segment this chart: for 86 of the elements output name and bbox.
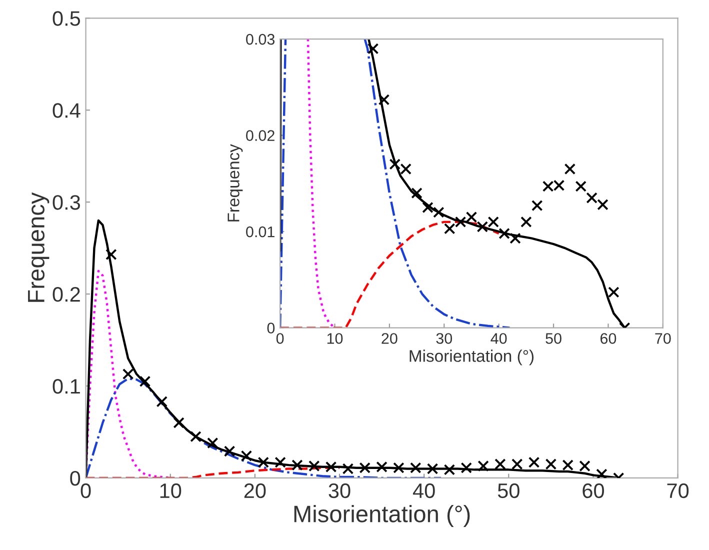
point bbox=[488, 216, 499, 228]
x-tick-label: 50 bbox=[498, 483, 520, 498]
y-tick-label: 0 bbox=[267, 322, 275, 334]
point bbox=[376, 461, 388, 473]
point bbox=[562, 459, 574, 471]
x-tick-label: 60 bbox=[582, 483, 604, 498]
x-tick-label: 0 bbox=[80, 483, 91, 498]
line-series bbox=[86, 270, 172, 478]
point bbox=[586, 192, 598, 204]
y-tick-label: 0 bbox=[70, 470, 80, 486]
point bbox=[389, 158, 401, 170]
y-tick-label: 0.03 bbox=[246, 34, 275, 45]
x-tick-label: 10 bbox=[160, 483, 182, 498]
point bbox=[207, 437, 218, 449]
x-axis-title: Misorientation (°) bbox=[294, 505, 470, 528]
point bbox=[528, 456, 540, 468]
x-tick-label: 70 bbox=[667, 483, 689, 498]
x-tick-label: 50 bbox=[546, 333, 562, 344]
point bbox=[422, 202, 434, 214]
point bbox=[564, 163, 576, 175]
y-tick-label: 0.2 bbox=[52, 287, 80, 302]
y-tick-label: 0.1 bbox=[52, 378, 80, 394]
point bbox=[106, 248, 117, 260]
point bbox=[122, 368, 134, 380]
point bbox=[173, 417, 184, 428]
point bbox=[190, 430, 202, 442]
point bbox=[466, 211, 478, 223]
point bbox=[224, 446, 236, 457]
point bbox=[531, 200, 543, 212]
point bbox=[444, 464, 456, 476]
point bbox=[258, 456, 270, 468]
point bbox=[393, 462, 404, 474]
point bbox=[444, 223, 456, 234]
point bbox=[498, 228, 510, 240]
x-tick-label: 30 bbox=[328, 483, 350, 498]
point bbox=[274, 456, 286, 468]
point bbox=[478, 460, 489, 472]
point bbox=[426, 463, 438, 474]
x-tick-label: 10 bbox=[327, 333, 343, 344]
line-series bbox=[280, 220, 500, 328]
point bbox=[476, 221, 488, 232]
point bbox=[359, 462, 371, 474]
point bbox=[579, 460, 590, 472]
x-tick-label: 20 bbox=[244, 483, 266, 498]
x-tick-label: 60 bbox=[600, 333, 616, 344]
point bbox=[520, 216, 532, 228]
x-tick-label: 30 bbox=[436, 333, 452, 344]
x-axis-title: Misorientation (°) bbox=[410, 350, 534, 366]
point bbox=[139, 376, 151, 388]
line-series bbox=[306, 39, 336, 328]
point bbox=[400, 163, 412, 175]
point bbox=[511, 458, 523, 470]
point bbox=[308, 460, 320, 472]
x-tick-label: 0 bbox=[276, 333, 284, 344]
point bbox=[367, 43, 379, 54]
point bbox=[378, 94, 390, 106]
point bbox=[494, 458, 506, 470]
y-axis-title: Frequency bbox=[28, 192, 50, 302]
y-tick-label: 0.01 bbox=[246, 226, 274, 238]
point bbox=[596, 468, 608, 478]
point bbox=[240, 450, 252, 462]
point bbox=[510, 232, 521, 244]
x-tick-label: 40 bbox=[412, 483, 435, 498]
y-axis-title: Frequency bbox=[228, 144, 243, 222]
point bbox=[433, 206, 444, 218]
line-series bbox=[86, 466, 341, 478]
x-tick-label: 70 bbox=[655, 333, 671, 344]
y-tick-label: 0.4 bbox=[52, 103, 80, 118]
x-tick-label: 20 bbox=[382, 333, 398, 344]
point bbox=[597, 198, 608, 210]
point bbox=[545, 458, 557, 470]
point bbox=[156, 396, 168, 408]
x-tick-label: 40 bbox=[490, 333, 507, 344]
y-tick-label: 0.02 bbox=[246, 130, 274, 141]
y-tick-label: 0.5 bbox=[52, 11, 80, 26]
point bbox=[410, 462, 422, 474]
point bbox=[454, 216, 466, 228]
point bbox=[342, 463, 354, 474]
point bbox=[575, 180, 587, 192]
point bbox=[325, 461, 337, 473]
point bbox=[411, 187, 422, 199]
point bbox=[460, 462, 472, 474]
line-series bbox=[86, 378, 442, 478]
point bbox=[608, 286, 620, 298]
y-tick-label: 0.3 bbox=[52, 195, 80, 210]
point bbox=[292, 459, 303, 471]
